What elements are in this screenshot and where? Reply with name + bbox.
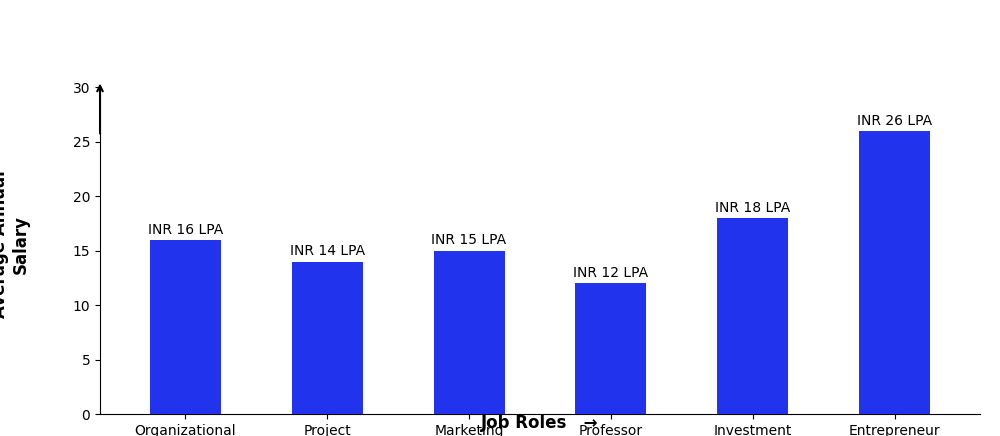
Text: INR 15 LPA: INR 15 LPA [431, 233, 507, 247]
Bar [575, 283, 646, 414]
Bar [150, 240, 221, 414]
Text: Average Annual
Salary: Average Annual Salary [0, 170, 29, 318]
Bar [859, 131, 930, 414]
Bar [292, 262, 363, 414]
Bar [434, 251, 505, 414]
Bar [717, 218, 788, 414]
Text: Job Roles & Average Annual Salary for IIM DBA Doctorate: Job Roles & Average Annual Salary for II… [96, 27, 904, 51]
Text: INR 14 LPA: INR 14 LPA [290, 244, 365, 258]
Text: INR 18 LPA: INR 18 LPA [715, 201, 791, 215]
Text: INR 16 LPA: INR 16 LPA [148, 222, 223, 236]
Text: INR 26 LPA: INR 26 LPA [857, 113, 932, 127]
Text: INR 12 LPA: INR 12 LPA [573, 266, 649, 280]
Text: Job Roles   →: Job Roles → [481, 414, 599, 432]
